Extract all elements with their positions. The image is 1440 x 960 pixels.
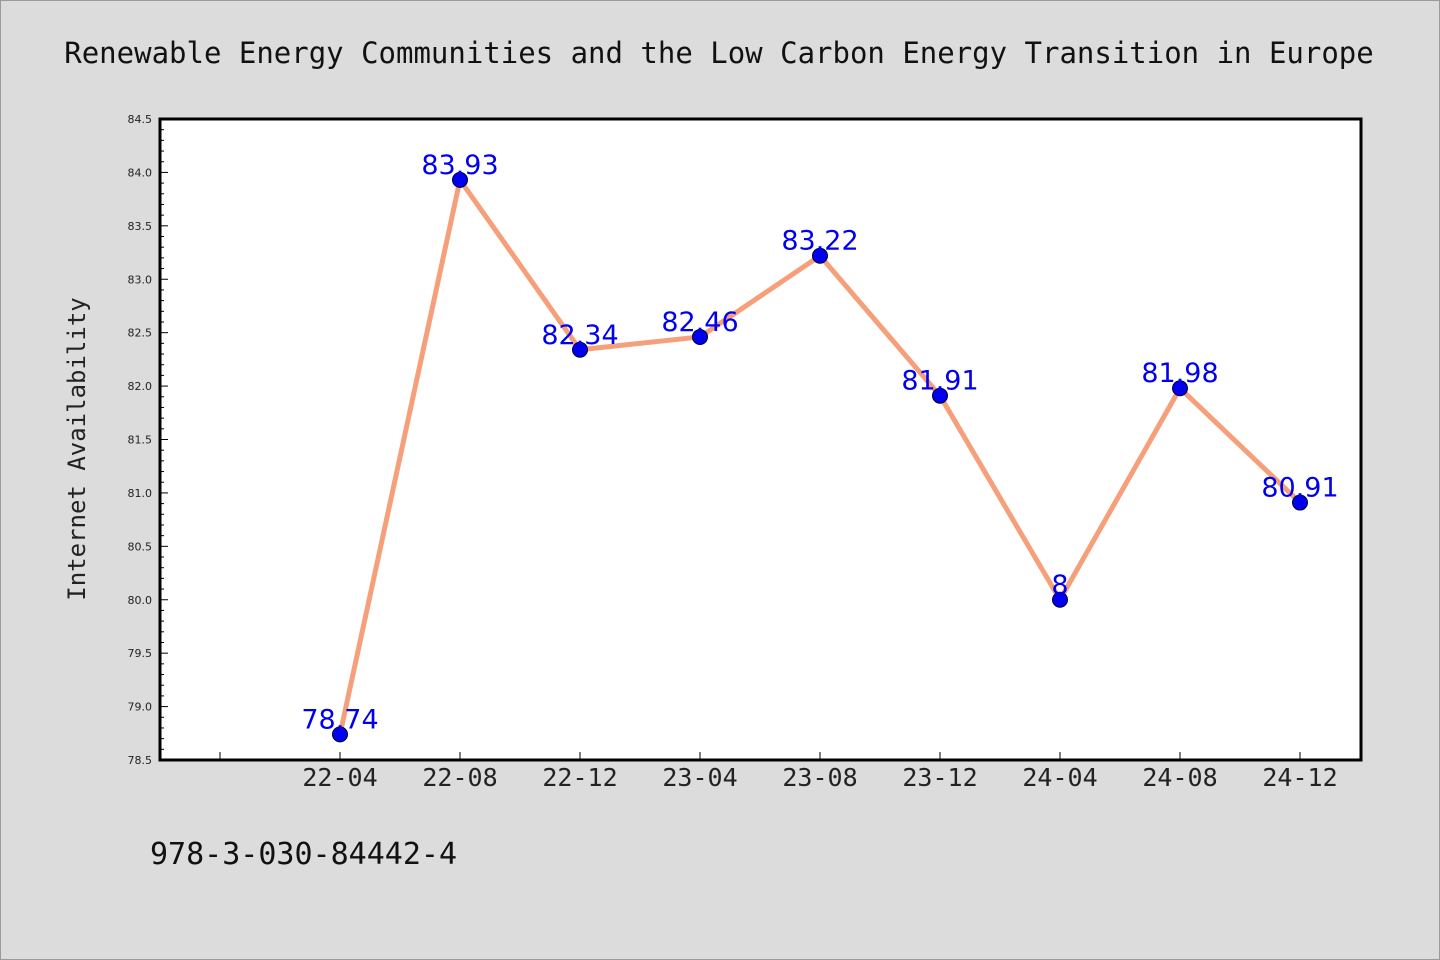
data-point [1172,380,1188,397]
y-tick-label: 80.5 [128,540,153,553]
x-tick-label: 22-04 [302,763,377,792]
x-tick-label: 23-08 [782,763,857,792]
y-tick-label: 83.0 [128,273,153,286]
x-tick-label: 23-04 [662,763,737,792]
chart-title: Renewable Energy Communities and the Low… [64,36,1373,70]
data-point [452,171,468,188]
data-point [1052,591,1068,608]
data-labels: 78.74 83.93 82.34 82.46 83.22 81.91 8 81.98 80.9… [301,150,1338,735]
data-label: 82.46 [661,307,738,338]
y-tick-label: 79.5 [128,647,153,660]
y-tick-label: 81.5 [128,434,153,447]
y-tick-label: 80.0 [128,594,153,607]
plot-area [158,117,1363,762]
y-axis-label: Internet Availability [63,297,91,600]
data-point [932,387,948,404]
data-point [332,726,348,743]
data-label: 8 [1051,570,1068,601]
x-tick-label: 22-08 [422,763,497,792]
data-label: 83.22 [781,226,858,257]
data-label: 83.93 [421,150,498,181]
data-point [572,341,588,358]
data-label: 80.91 [1261,473,1338,504]
y-tick-label: 84.5 [128,113,153,126]
data-label: 81.98 [1141,358,1218,389]
y-tick-label: 78.5 [128,754,153,767]
series-markers [332,171,1308,743]
y-tick-label: 82.0 [128,380,153,393]
data-label: 78.74 [301,704,378,735]
x-tick-label: 24-04 [1022,763,1097,792]
isbn-text: 978-3-030-84442-4 [150,837,457,872]
data-point [1292,494,1308,511]
data-label: 82.34 [541,320,618,351]
data-point [812,247,828,264]
y-tick-label: 79.0 [128,701,153,714]
y-tick-label: 83.5 [128,220,153,233]
data-label: 81.91 [901,366,978,397]
x-axis: 22-04 22-08 22-12 23-04 23-08 23-12 24-04 24-08… [219,752,1338,792]
x-tick-label: 24-08 [1142,763,1217,792]
x-tick-label: 23-12 [902,763,977,792]
y-tick-label: 82.5 [128,327,153,340]
y-tick-label: 84.0 [128,166,153,179]
x-tick-label: 22-12 [542,763,617,792]
data-point [692,328,708,345]
x-tick-label: 24-12 [1262,763,1337,792]
y-axis: 78.5 79.0 79.5 80.0 80.5 81.0 81.5 82.0 82.5 83.0… [128,113,168,767]
y-tick-label: 81.0 [128,487,153,500]
